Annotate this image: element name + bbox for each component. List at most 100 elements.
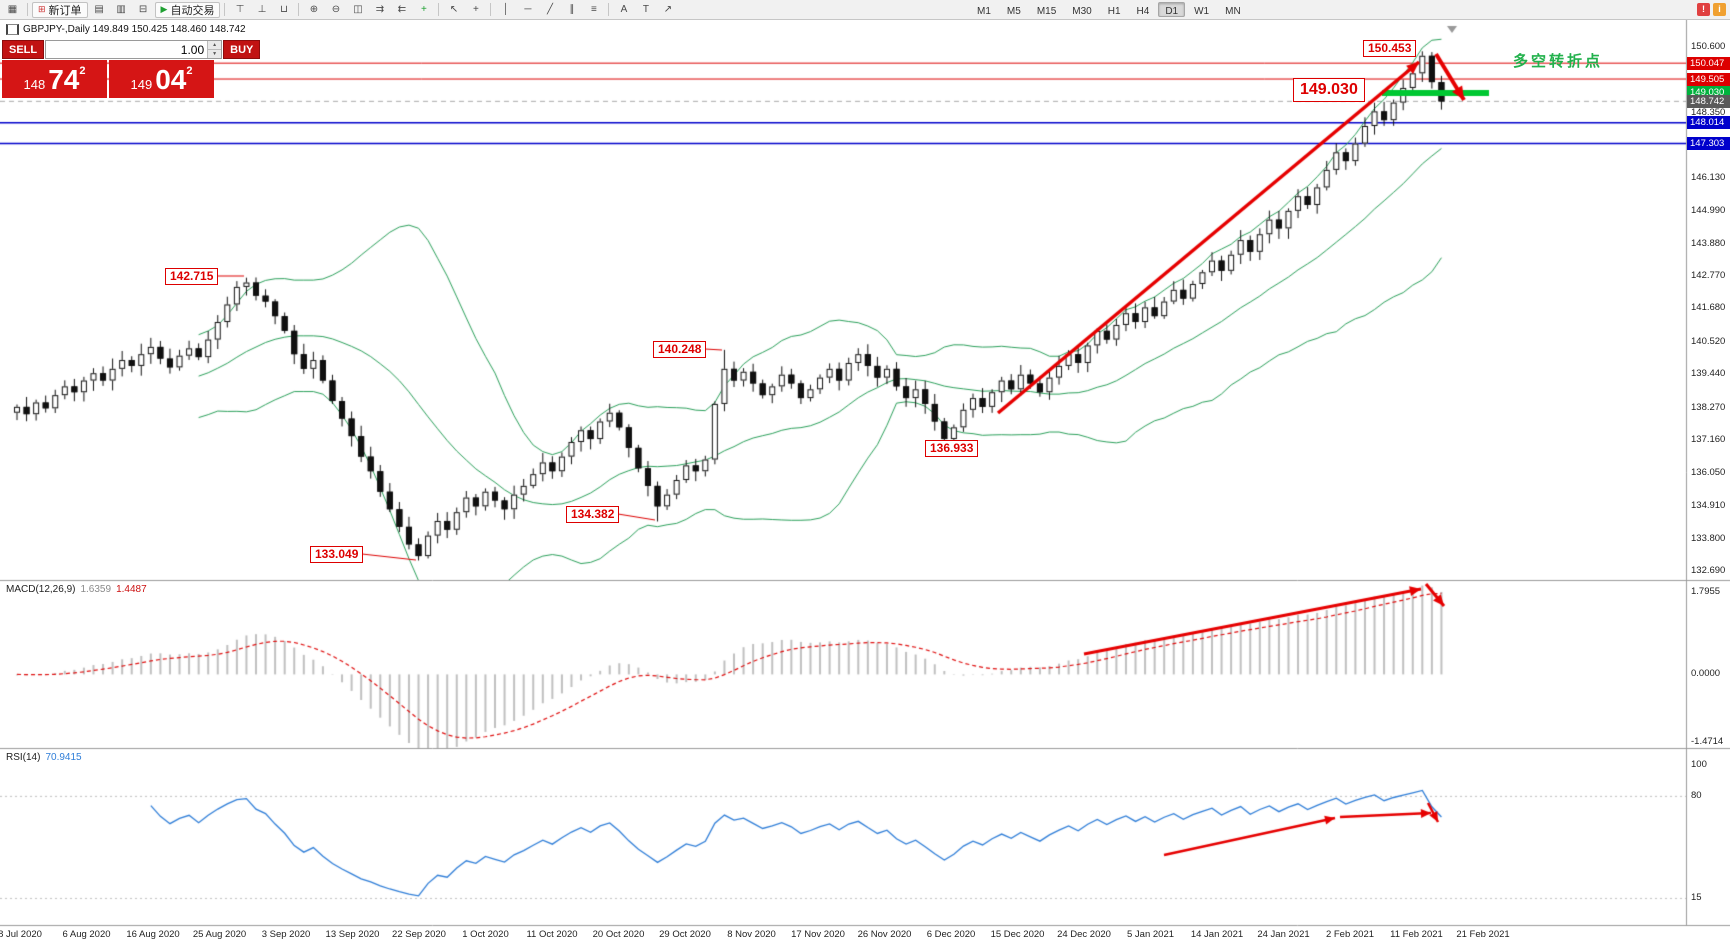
volume-up-button[interactable]: ▲ — [208, 41, 222, 50]
scale-label: 80 — [1691, 790, 1702, 801]
price-annotation-136.933: 136.933 — [925, 440, 979, 457]
date-label: 24 Dec 2020 — [1057, 929, 1111, 940]
zoom-in-icon[interactable]: ⊕ — [309, 4, 319, 15]
buy-price[interactable]: 149 04 2 — [109, 60, 214, 98]
scale-label: 1.7955 — [1691, 586, 1721, 597]
price-scale-tag: 148.014 — [1687, 116, 1730, 129]
timeframe-mn[interactable]: MN — [1218, 2, 1248, 17]
toolbar-separator — [27, 3, 28, 16]
new-indicator-window-icon[interactable]: ⊤ — [235, 4, 245, 15]
crosshair-icon[interactable]: + — [473, 4, 479, 15]
date-label: 15 Dec 2020 — [990, 929, 1045, 940]
zoom-out-icon[interactable]: ⊖ — [331, 4, 341, 15]
date-label: 1 Oct 2020 — [462, 929, 509, 940]
news-icon[interactable]: i — [1713, 3, 1726, 16]
date-label: 2 Feb 2021 — [1325, 929, 1375, 940]
date-label: 25 Aug 2020 — [192, 929, 247, 940]
date-label: 8 Jul 2020 — [0, 929, 42, 940]
text-icon[interactable]: A — [620, 4, 628, 15]
price-annotation-149.030: 149.030 — [1293, 78, 1365, 102]
date-label: 6 Aug 2020 — [62, 929, 111, 940]
price-annotation-133.049: 133.049 — [310, 546, 364, 563]
price-scale-tag: 147.303 — [1687, 137, 1730, 150]
date-label: 11 Feb 2021 — [1390, 929, 1443, 940]
timeframe-m5[interactable]: M5 — [999, 2, 1028, 17]
data-window-icon[interactable]: ⊟ — [138, 4, 148, 15]
timeframe-m1[interactable]: M1 — [970, 2, 998, 17]
timeframe-h1[interactable]: H1 — [1100, 2, 1128, 17]
timeframe-w1[interactable]: W1 — [1187, 2, 1217, 17]
date-label: 24 Jan 2021 — [1257, 929, 1310, 940]
rsi-indicator-title: RSI(14) 70.9415 — [6, 752, 82, 763]
toolbar-separator — [224, 3, 226, 16]
autotrade-button[interactable]: ▶ 自动交易 — [154, 1, 221, 18]
timeframe-group: M1 M5 M15 M30 H1 H4 D1 W1 MN — [970, 2, 1248, 17]
toolbar-separator — [438, 3, 440, 16]
scale-label: 144.990 — [1691, 205, 1726, 216]
label-icon[interactable]: T — [642, 4, 650, 15]
price-annotation-150.453: 150.453 — [1363, 40, 1417, 57]
timeframe-m30[interactable]: M30 — [1065, 2, 1099, 17]
timeframe-m15[interactable]: M15 — [1029, 2, 1064, 17]
toolbar: ▦ ⊞ 新订单 ▤ ▥ ⊟ ▶ 自动交易 ⊤ ⊥ ⊔ ⊕ ⊖ ◫ ⇉ ⇇ + ↖ + │ ─ ╱ ∥ ≡ A T ↗ M1 M5 M15… — [0, 0, 1730, 20]
horizontal-line-icon[interactable]: ─ — [524, 4, 532, 15]
timeframe-d1[interactable]: D1 — [1158, 2, 1186, 17]
toolbar-separator — [490, 3, 492, 16]
new-order-icon: ⊞ — [38, 4, 46, 14]
chart-shift-icon[interactable]: ⇇ — [397, 4, 407, 15]
scale-label: 139.440 — [1691, 368, 1726, 379]
add-indicator-icon[interactable]: + — [421, 4, 427, 15]
date-label: 6 Dec 2020 — [926, 929, 976, 940]
date-label: 16 Aug 2020 — [126, 929, 180, 940]
macd-indicator-title: MACD(12,26,9) 1.6359 1.4487 — [6, 584, 147, 595]
fibonacci-icon[interactable]: ≡ — [591, 4, 597, 15]
date-label: 13 Sep 2020 — [325, 929, 380, 940]
autotrade-icon: ▶ — [160, 4, 168, 14]
tile-windows-icon[interactable]: ◫ — [353, 4, 363, 15]
toolbar-left-group: ▦ ⊞ 新订单 ▤ ▥ ⊟ ▶ 自动交易 ⊤ ⊥ ⊔ ⊕ ⊖ ◫ ⇉ ⇇ + ↖ + │ ─ ╱ ∥ ≡ A T ↗ — [2, 1, 678, 19]
arrows-tool-icon[interactable]: ↗ — [663, 4, 673, 15]
vertical-line-icon[interactable]: │ — [502, 4, 510, 15]
sell-button[interactable]: SELL — [2, 40, 45, 59]
chart-window-icon[interactable]: ▦ — [7, 4, 18, 15]
volume-input[interactable] — [46, 41, 208, 58]
sell-price[interactable]: 148 74 2 — [2, 60, 107, 98]
date-label: 26 Nov 2020 — [857, 929, 912, 940]
date-label: 5 Jan 2021 — [1126, 929, 1175, 940]
date-label: 17 Nov 2020 — [791, 929, 845, 940]
symbol-icon — [6, 24, 19, 35]
new-order-button[interactable]: ⊞ 新订单 — [32, 1, 88, 18]
scale-label: 133.800 — [1691, 533, 1726, 544]
scale-label: 137.160 — [1691, 434, 1726, 445]
scale-label: 100 — [1691, 759, 1707, 770]
date-label: 29 Oct 2020 — [659, 929, 711, 940]
price-annotation-134.382: 134.382 — [566, 506, 620, 523]
quote-text: GBPJPY-,Daily 149.849 150.425 148.460 14… — [23, 24, 246, 35]
profiles-icon[interactable]: ▤ — [94, 4, 104, 15]
scale-label: -1.4714 — [1691, 736, 1724, 747]
scale-label: 140.520 — [1691, 336, 1726, 347]
market-watch-icon[interactable]: ▥ — [116, 4, 126, 15]
scale-label: 141.680 — [1691, 302, 1726, 313]
scale-label: 15 — [1691, 892, 1702, 903]
volume-down-button[interactable]: ▼ — [208, 50, 222, 58]
scale-label: 136.050 — [1691, 467, 1726, 478]
date-label: 3 Sep 2020 — [261, 929, 311, 940]
scale-label: 143.880 — [1691, 238, 1726, 249]
price-scale-tag: 148.742 — [1687, 95, 1730, 108]
price-annotation-142.715: 142.715 — [165, 268, 219, 285]
alert-icon[interactable]: ! — [1697, 3, 1710, 16]
indicator-list-icon[interactable]: ⊥ — [257, 4, 267, 15]
channel-icon[interactable]: ∥ — [569, 4, 575, 15]
buy-button[interactable]: BUY — [223, 40, 261, 59]
scale-label: 146.130 — [1691, 172, 1726, 183]
trendline-icon[interactable]: ╱ — [546, 4, 553, 15]
objects-list-icon[interactable]: ⊔ — [280, 4, 288, 15]
cursor-icon[interactable]: ↖ — [449, 4, 459, 15]
auto-scroll-icon[interactable]: ⇉ — [375, 4, 385, 15]
timeframe-h4[interactable]: H4 — [1129, 2, 1157, 17]
reversal-note: 多空转折点 — [1513, 53, 1604, 70]
